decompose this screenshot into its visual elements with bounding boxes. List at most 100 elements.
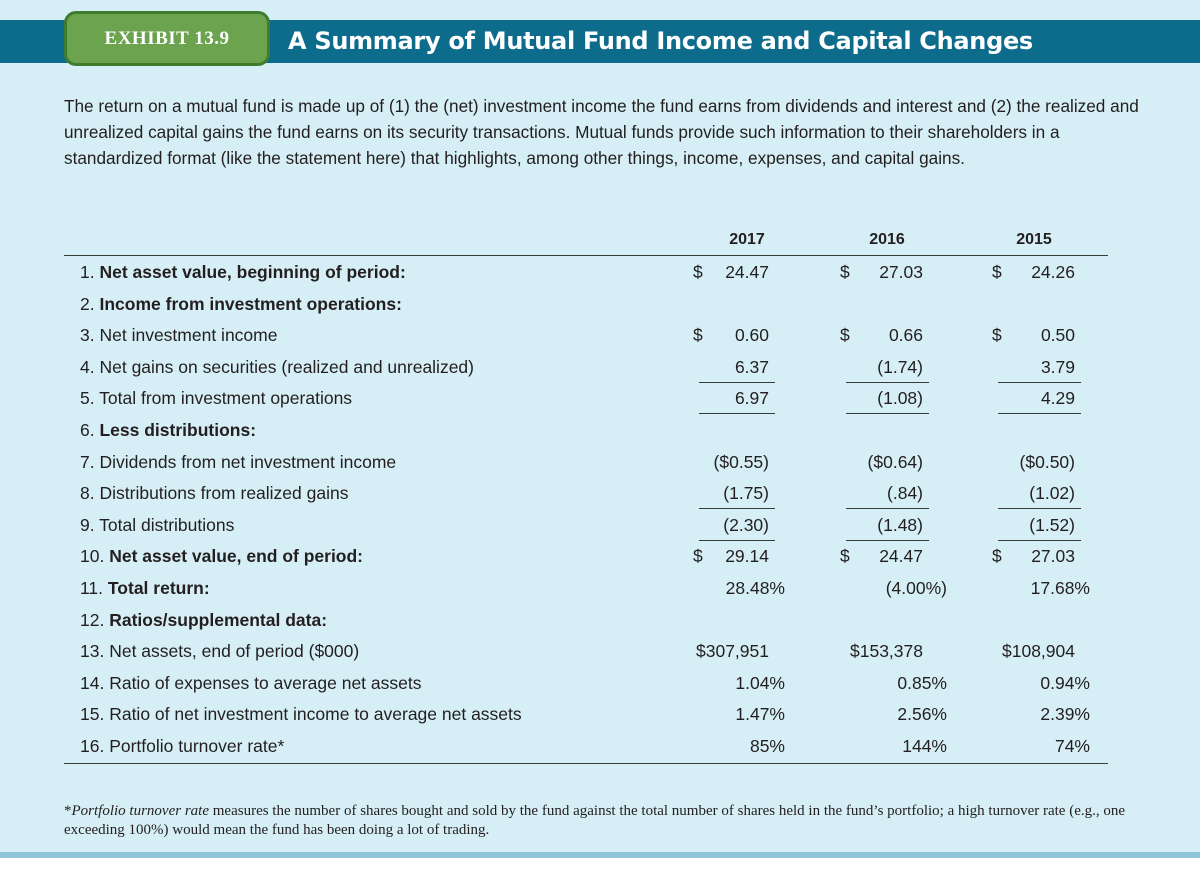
value-cell-2015: ($0.50) bbox=[992, 447, 1075, 478]
value-cell-2016: ($0.64) bbox=[840, 447, 923, 478]
row-label: 14. Ratio of expenses to average net ass… bbox=[80, 668, 421, 699]
cell-value: 27.03 bbox=[1031, 546, 1075, 567]
value-cell-2017: $0.60 bbox=[693, 320, 769, 351]
cell-value: 24.47 bbox=[879, 546, 923, 567]
cell-value: 6.97 bbox=[734, 388, 769, 409]
cell-value: (2.30) bbox=[723, 514, 769, 535]
exhibit-title: A Summary of Mutual Fund Income and Capi… bbox=[288, 27, 1033, 55]
cell-value: 0.50 bbox=[1040, 325, 1075, 346]
statement-row: 8. Distributions from realized gains (1.7… bbox=[0, 478, 1200, 510]
value-cell-2015: 3.79 bbox=[992, 352, 1081, 383]
statement-row: 3. Net investment income $0.60 $0.66 $0.50 bbox=[0, 320, 1200, 351]
statement-row: 13. Net assets, end of period ($000) $307… bbox=[0, 636, 1200, 667]
cell-value: 144% bbox=[902, 736, 947, 756]
statement-row: 9. Total distributions (2.30) (1.48) (1.52) bbox=[0, 510, 1200, 541]
row-number: 12. bbox=[80, 609, 105, 630]
row-label: 13. Net assets, end of period ($000) bbox=[80, 636, 359, 667]
statement-row: 16. Portfolio turnover rate* 85% 144% 74% bbox=[0, 731, 1200, 762]
value-cell-2016: $153,378 bbox=[840, 636, 923, 667]
value-cell-2016: 144% bbox=[840, 731, 947, 762]
cell-value: (1.02) bbox=[1029, 483, 1075, 504]
row-label-text: Net gains on securities (realized and un… bbox=[99, 356, 474, 377]
cell-value: ($0.50) bbox=[1019, 451, 1075, 472]
statement-row: 15. Ratio of net investment income to av… bbox=[0, 699, 1200, 730]
row-label-text: Net asset value, end of period: bbox=[109, 546, 364, 567]
cell-value: 3.79 bbox=[1040, 356, 1075, 377]
row-label-text: Portfolio turnover rate* bbox=[109, 736, 285, 756]
row-label: 3. Net investment income bbox=[80, 320, 277, 351]
row-number: 11. bbox=[80, 578, 104, 598]
dollar-sign: $ bbox=[693, 262, 703, 282]
year-header-2: 2016 bbox=[869, 231, 905, 248]
value-cell-2016: (1.74) bbox=[840, 352, 929, 383]
row-label: 7. Dividends from net investment income bbox=[80, 447, 396, 478]
row-label-text: Ratio of expenses to average net assets bbox=[109, 672, 422, 693]
cell-value: (1.75) bbox=[723, 483, 769, 504]
year-header-1: 2017 bbox=[729, 231, 765, 248]
value-cell-2016: (1.08) bbox=[840, 383, 929, 415]
cell-value: ($0.64) bbox=[867, 451, 923, 472]
dollar-sign: $ bbox=[992, 262, 1002, 282]
cell-value: 1.04% bbox=[735, 672, 785, 693]
row-number: 15. bbox=[80, 704, 105, 725]
cell-value: 28.48% bbox=[725, 578, 785, 598]
value-cell-2017: (2.30) bbox=[693, 510, 775, 541]
value-cell-2016: (1.48) bbox=[840, 510, 929, 541]
row-label: 15. Ratio of net investment income to av… bbox=[80, 699, 522, 730]
cell-value: 4.29 bbox=[1040, 388, 1075, 409]
cell-value: $108,904 bbox=[1002, 641, 1075, 662]
cell-value: 2.39% bbox=[1040, 704, 1090, 725]
cell-value: 24.26 bbox=[1031, 262, 1075, 282]
row-number: 8. bbox=[80, 483, 95, 504]
row-label: 16. Portfolio turnover rate* bbox=[80, 731, 284, 762]
statement-row: 6. Less distributions: bbox=[0, 415, 1200, 446]
dollar-sign: $ bbox=[840, 325, 850, 346]
value-cell-2015: $27.03 bbox=[992, 541, 1075, 572]
cell-value: 17.68% bbox=[1030, 578, 1090, 598]
row-label-text: Total distributions bbox=[99, 514, 235, 535]
row-label-text: Ratio of net investment income to averag… bbox=[109, 704, 522, 725]
statement-row: 14. Ratio of expenses to average net ass… bbox=[0, 668, 1200, 699]
cell-value: 24.47 bbox=[725, 262, 769, 282]
cell-value: 2.56% bbox=[897, 704, 947, 725]
cell-value: 74% bbox=[1054, 736, 1090, 756]
row-label: 6. Less distributions: bbox=[80, 415, 256, 446]
statement-row: 1. Net asset value, beginning of period:… bbox=[0, 257, 1200, 288]
cell-value: $307,951 bbox=[696, 641, 769, 662]
row-number: 3. bbox=[80, 325, 95, 346]
statement-row: 10. Net asset value, end of period: $29.1… bbox=[0, 541, 1200, 572]
value-cell-2015: 74% bbox=[992, 731, 1090, 762]
cell-value: 29.14 bbox=[725, 546, 769, 567]
value-cell-2015: $108,904 bbox=[992, 636, 1075, 667]
row-label: 2. Income from investment operations: bbox=[80, 289, 402, 320]
cell-value: (.84) bbox=[887, 483, 923, 504]
dollar-sign: $ bbox=[840, 546, 850, 567]
row-number: 6. bbox=[80, 420, 95, 440]
row-label-text: Net assets, end of period ($000) bbox=[109, 641, 360, 662]
value-cell-2017: 1.04% bbox=[693, 668, 785, 699]
cell-value: 85% bbox=[749, 736, 785, 756]
value-cell-2015: 4.29 bbox=[992, 383, 1081, 415]
row-label-text: Net investment income bbox=[99, 325, 278, 346]
row-number: 2. bbox=[80, 293, 95, 314]
value-cell-2016: (4.00%) bbox=[840, 573, 947, 604]
dollar-sign: $ bbox=[840, 262, 850, 282]
row-number: 9. bbox=[80, 514, 95, 535]
row-label: 9. Total distributions bbox=[80, 510, 234, 541]
footnote: *Portfolio turnover rate measures the nu… bbox=[64, 803, 1126, 838]
footnote-term: Portfolio turnover rate bbox=[71, 803, 210, 819]
value-cell-2017: 6.37 bbox=[693, 352, 775, 383]
row-number: 1. bbox=[80, 262, 95, 282]
statement-top-rule bbox=[64, 255, 1108, 256]
cell-value: (1.74) bbox=[877, 356, 923, 377]
cell-value: 0.66 bbox=[888, 325, 923, 346]
value-cell-2017: 28.48% bbox=[693, 573, 785, 604]
dollar-sign: $ bbox=[992, 325, 1002, 346]
value-cell-2016: 2.56% bbox=[840, 699, 947, 730]
statement-bottom-rule bbox=[64, 763, 1108, 764]
value-cell-2015: (1.02) bbox=[992, 478, 1081, 510]
cell-value: ($0.55) bbox=[713, 451, 769, 472]
bottom-rule bbox=[0, 852, 1200, 858]
cell-value: 0.94% bbox=[1040, 672, 1090, 693]
